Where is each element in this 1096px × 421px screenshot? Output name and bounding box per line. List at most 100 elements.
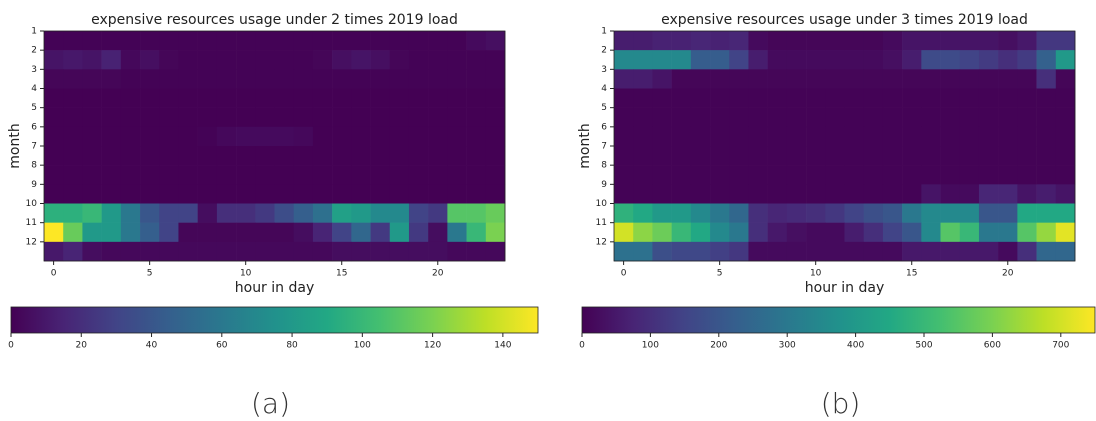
- heatmap-cell: [825, 146, 845, 166]
- heatmap-cell: [710, 107, 730, 128]
- heatmap-cell: [351, 184, 371, 204]
- heatmap-cell: [82, 31, 102, 51]
- y-tick-label: 11: [26, 218, 37, 228]
- heatmap-cell: [633, 165, 653, 185]
- heatmap-cell: [652, 222, 672, 243]
- heatmap-cell: [178, 50, 198, 70]
- heatmap-cell: [120, 146, 141, 166]
- heatmap-cell: [389, 69, 410, 89]
- heatmap-cell: [902, 107, 922, 128]
- heatmap-cell: [216, 50, 237, 70]
- heatmap-cell: [159, 88, 179, 108]
- heatmap-cell: [389, 184, 410, 204]
- heatmap-cell: [197, 88, 218, 108]
- heatmap-cell: [408, 88, 429, 108]
- heatmap-cell: [140, 107, 160, 128]
- heatmap-cell: [1036, 184, 1057, 204]
- heatmap-cell: [729, 107, 749, 128]
- heatmap-cell: [44, 203, 64, 223]
- heatmap-cell: [1036, 69, 1057, 89]
- heatmap-cell: [447, 126, 467, 147]
- heatmap-cell: [485, 203, 506, 223]
- chart-title: expensive resources usage under 2 times …: [91, 12, 458, 28]
- heatmap-cell: [332, 146, 352, 166]
- heatmap-cell: [255, 222, 275, 243]
- heatmap-cell: [466, 88, 487, 108]
- heatmap-cell: [447, 146, 467, 166]
- heatmap-cell: [466, 50, 487, 70]
- heatmap-cell: [921, 107, 941, 128]
- heatmap-cell: [293, 126, 314, 147]
- heatmap-cell: [312, 165, 333, 185]
- heatmap-cell: [806, 184, 826, 204]
- heatmap-cell: [844, 88, 865, 108]
- heatmap-cell: [466, 146, 487, 166]
- x-tick-label: 10: [240, 269, 252, 279]
- heatmap-cell: [428, 69, 448, 89]
- heatmap-cell: [63, 31, 83, 51]
- colorbar-tick-label: 0: [579, 341, 585, 351]
- heatmap-cell: [652, 107, 672, 128]
- heatmap-cell: [844, 184, 865, 204]
- heatmap-cell: [825, 222, 845, 243]
- heatmap-cell: [825, 69, 845, 89]
- heatmap-cell: [633, 184, 653, 204]
- heatmap-cell: [710, 31, 730, 51]
- heatmap-cell: [351, 203, 371, 223]
- heatmap-cell: [274, 184, 295, 204]
- heatmap-cell: [921, 165, 941, 185]
- heatmap-cell: [332, 126, 352, 147]
- heatmap-cell: [690, 88, 711, 108]
- heatmap-cell: [101, 146, 122, 166]
- heatmap-cell: [978, 165, 999, 185]
- heatmap-cell: [293, 222, 314, 243]
- heatmap-cell: [633, 31, 653, 51]
- heatmap-cell: [863, 31, 884, 51]
- heatmap-cell: [1017, 165, 1037, 185]
- heatmap-cell: [844, 146, 865, 166]
- heatmap-cell: [82, 184, 102, 204]
- heatmap-cell: [863, 203, 884, 223]
- heatmap-cell: [690, 222, 711, 243]
- heatmap-cell: [978, 69, 999, 89]
- heatmap-cell: [1017, 222, 1037, 243]
- heatmap-cell: [332, 203, 352, 223]
- heatmap-cell: [940, 184, 961, 204]
- heatmap-cell: [652, 165, 672, 185]
- heatmap-cell: [786, 146, 807, 166]
- heatmap-cell: [1036, 203, 1057, 223]
- heatmap-cell: [729, 165, 749, 185]
- heatmap-cell: [1017, 126, 1037, 147]
- heatmap-cell: [351, 222, 371, 243]
- heatmap-cell: [216, 31, 237, 51]
- heatmap-cell: [690, 126, 711, 147]
- heatmap-cell: [902, 184, 922, 204]
- heatmap-cell: [748, 50, 768, 70]
- heatmap-cell: [485, 241, 506, 262]
- colorbar-tick-label: 200: [710, 341, 727, 351]
- heatmap-cell: [370, 203, 391, 223]
- heatmap-cell: [748, 126, 768, 147]
- heatmap-cell: [197, 107, 218, 128]
- heatmap-cell: [178, 31, 198, 51]
- y-tick-label: 12: [26, 237, 37, 247]
- heatmap-cell: [82, 146, 102, 166]
- heatmap-cell: [633, 50, 653, 70]
- heatmap-cell: [332, 184, 352, 204]
- heatmap-cell: [120, 88, 141, 108]
- heatmap-cell: [197, 31, 218, 51]
- heatmap-cell: [63, 165, 83, 185]
- heatmap-cell: [844, 241, 865, 262]
- heatmap-cell: [370, 184, 391, 204]
- heatmap-cell: [978, 88, 999, 108]
- heatmap-cell: [159, 107, 179, 128]
- heatmap-cell: [351, 126, 371, 147]
- heatmap-cell: [1017, 88, 1037, 108]
- heatmap-cell: [786, 241, 807, 262]
- colorbar-tick-label: 300: [779, 341, 796, 351]
- heatmap-cell: [652, 126, 672, 147]
- heatmap-cell: [806, 88, 826, 108]
- heatmap-cell: [652, 88, 672, 108]
- heatmap-cell: [159, 184, 179, 204]
- heatmap-cell: [159, 146, 179, 166]
